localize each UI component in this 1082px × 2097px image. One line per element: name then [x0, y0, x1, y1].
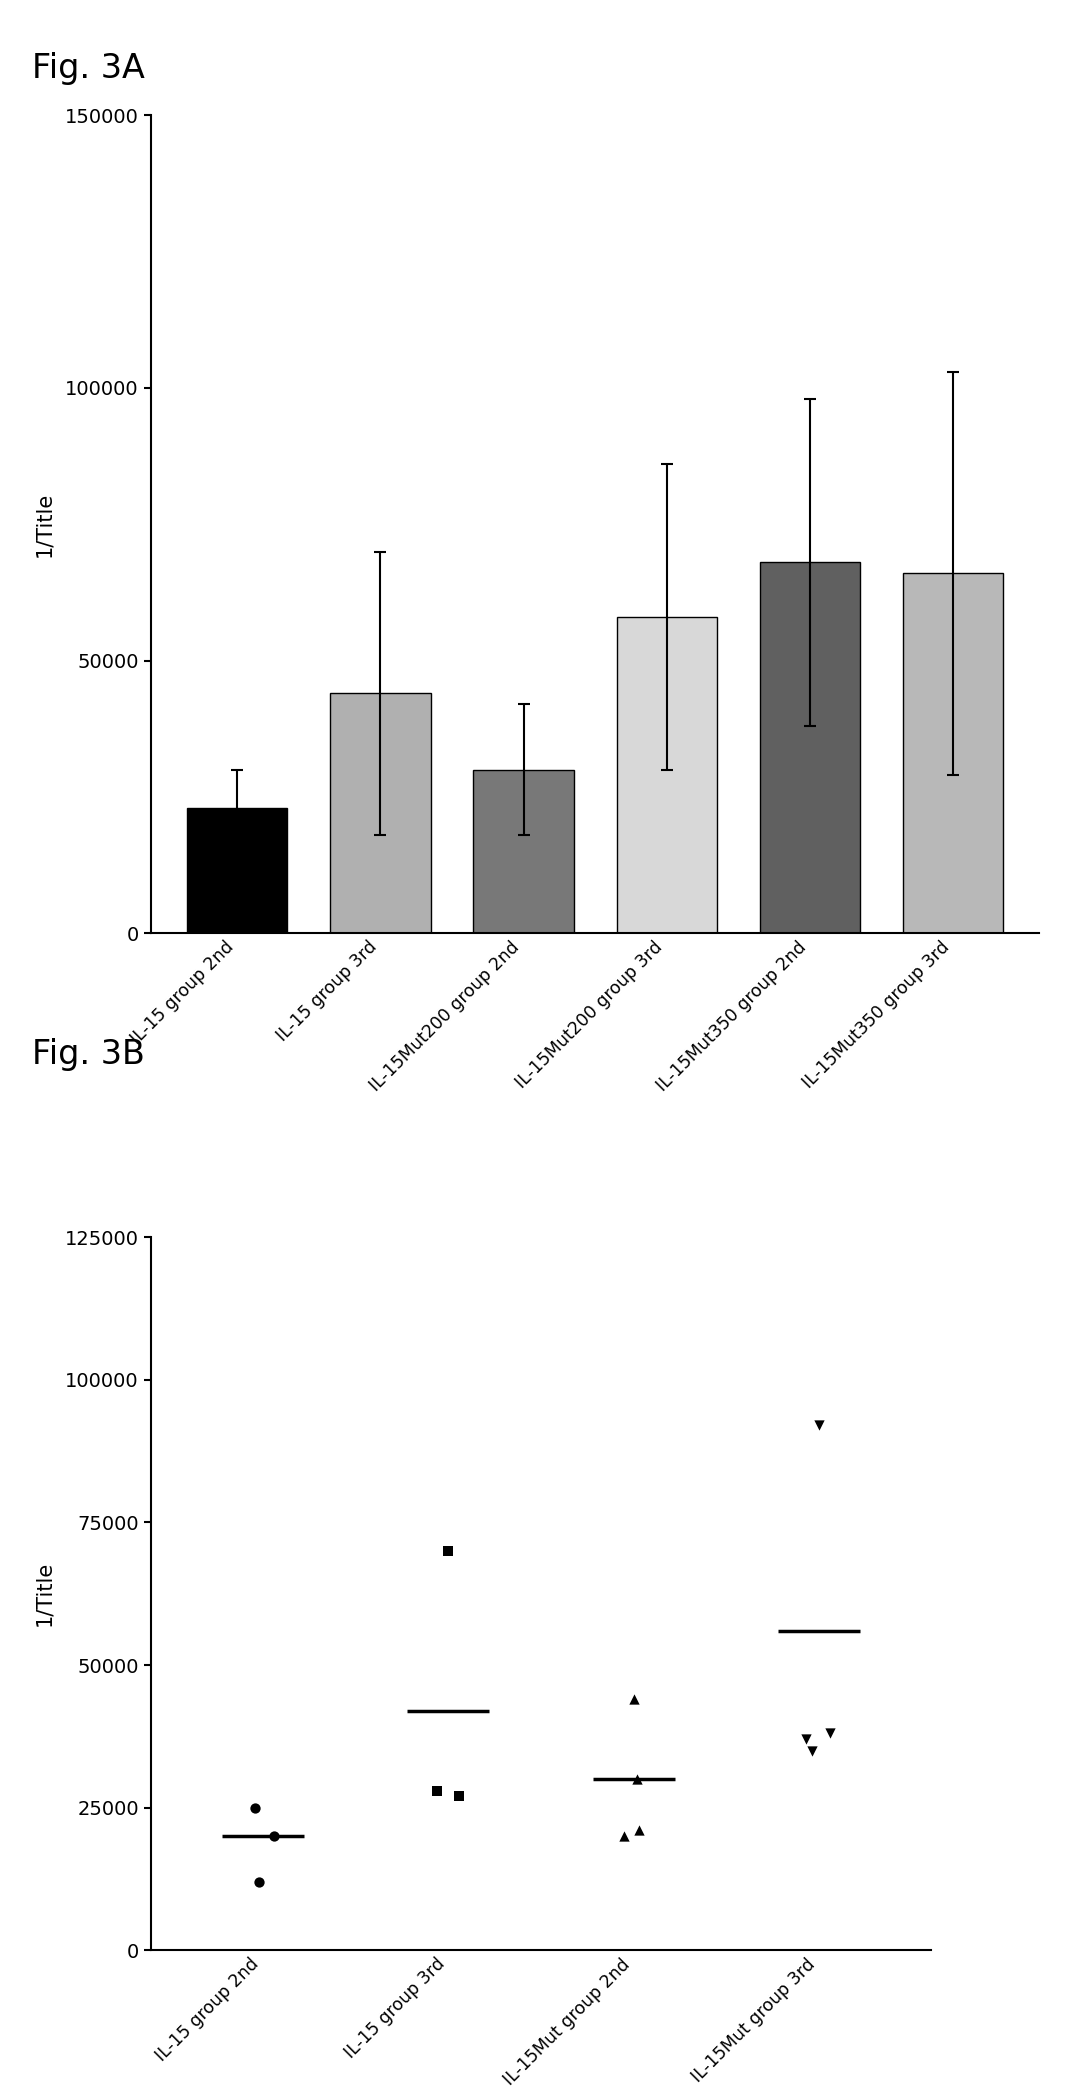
- Point: [451, 1780, 469, 1814]
- Point: [803, 1734, 820, 1768]
- Point: [616, 1820, 633, 1854]
- Point: [810, 1409, 828, 1443]
- Y-axis label: 1/Title: 1/Title: [34, 491, 54, 558]
- Bar: [187, 807, 288, 933]
- Point: [625, 1682, 643, 1715]
- Point: [247, 1791, 264, 1824]
- Bar: [902, 572, 1003, 933]
- Bar: [760, 562, 860, 933]
- Point: [631, 1814, 648, 1847]
- Point: [821, 1717, 839, 1751]
- Bar: [617, 617, 716, 933]
- Point: [265, 1820, 282, 1854]
- Point: [250, 1864, 267, 1898]
- Point: [428, 1774, 446, 1808]
- Point: [439, 1535, 457, 1569]
- Point: [629, 1761, 646, 1795]
- Point: [797, 1722, 815, 1755]
- Text: Fig. 3A: Fig. 3A: [32, 52, 145, 86]
- Text: Fig. 3B: Fig. 3B: [32, 1038, 145, 1072]
- Bar: [330, 694, 431, 933]
- Bar: [474, 770, 573, 933]
- Y-axis label: 1/Title: 1/Title: [34, 1560, 54, 1627]
